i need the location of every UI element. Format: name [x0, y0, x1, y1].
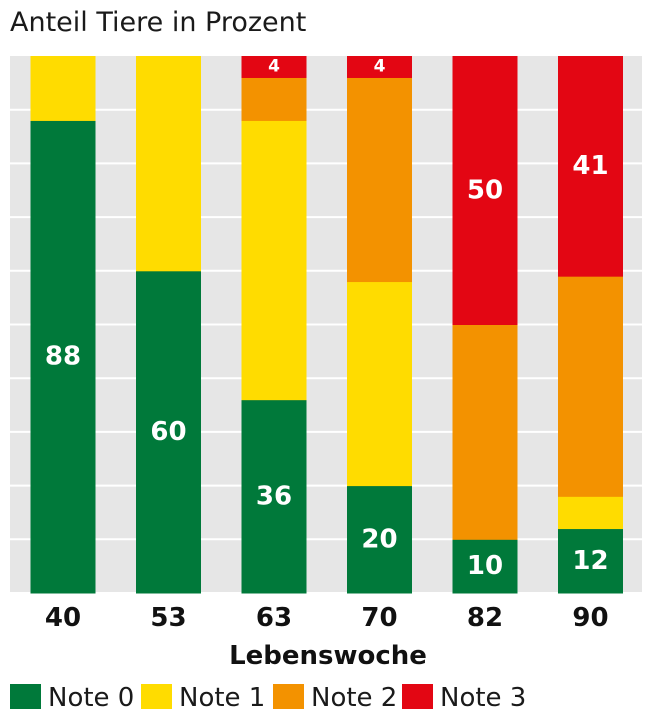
bar-segment-note-2-week-90 [558, 276, 623, 497]
bars [30, 56, 623, 594]
data-label: 4 [268, 57, 280, 77]
bar-segment-note-1-week-63 [241, 120, 307, 401]
x-tick-label: 53 [150, 603, 186, 633]
bar-segment-note-0-week-63 [241, 399, 307, 594]
data-label: 60 [150, 417, 186, 447]
legend-label: Note 3 [440, 683, 526, 713]
bar-segment-note-2-week-82 [452, 324, 518, 540]
bar-segment-note-1-week-40 [30, 56, 96, 121]
chart-title: Anteil Tiere in Prozent [10, 7, 306, 38]
grid-lines [10, 108, 642, 594]
bar-segment-note-0-week-40 [30, 120, 96, 594]
data-labels: 88 60 36 4 20 4 10 50 12 41 [45, 57, 609, 581]
data-label: 20 [361, 524, 397, 554]
legend-swatch [10, 684, 41, 709]
data-label: 88 [45, 342, 81, 372]
legend-swatch [402, 684, 433, 709]
bar-segment-note-2-week-70 [347, 77, 412, 283]
data-label: 4 [374, 57, 386, 77]
bar-segment-note-1-week-53 [136, 56, 201, 272]
legend-label: Note 0 [48, 683, 134, 713]
data-label: 50 [467, 175, 503, 205]
x-tick-label: 40 [45, 603, 81, 633]
bar-segment-note-2-week-63 [241, 77, 307, 121]
bar-segment-note-3-week-90 [558, 56, 623, 277]
bar-segment-note-0-week-90 [558, 528, 623, 594]
x-tick-label: 70 [361, 603, 397, 633]
x-tick-label: 63 [256, 603, 292, 633]
bar-segment-note-3-week-70 [347, 56, 412, 78]
bar-segment-note-1-week-70 [347, 281, 412, 487]
legend-label: Note 2 [311, 683, 397, 713]
data-label: 36 [256, 481, 292, 511]
bar-segment-note-3-week-82 [452, 56, 518, 325]
bar-segment-note-3-week-63 [241, 56, 307, 78]
legend-label: Note 1 [179, 683, 265, 713]
x-axis-ticks: 40 53 63 70 82 90 [45, 603, 609, 633]
x-tick-label: 82 [467, 603, 503, 633]
bar-segment-note-0-week-82 [452, 539, 518, 594]
bar-segment-note-0-week-70 [347, 485, 412, 594]
bar-segment-note-0-week-53 [136, 270, 201, 594]
legend-swatch [273, 684, 304, 709]
x-axis-label: Lebenswoche [229, 641, 427, 671]
data-label: 12 [572, 546, 608, 576]
data-label: 41 [572, 151, 608, 181]
bar-segment-note-1-week-90 [558, 496, 623, 530]
legend-swatch [141, 684, 172, 709]
legend: Note 0 Note 1 Note 2 Note 3 [10, 683, 526, 713]
x-tick-label: 90 [572, 603, 608, 633]
data-label: 10 [467, 551, 503, 581]
